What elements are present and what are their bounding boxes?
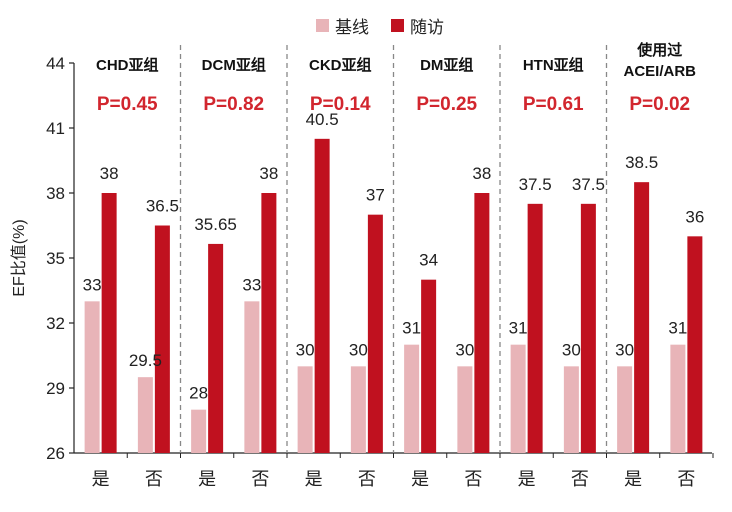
data-label-followup: 37 bbox=[366, 186, 385, 205]
x-tick-label: 是 bbox=[411, 469, 429, 489]
data-label-followup: 38 bbox=[259, 164, 278, 183]
x-tick-label: 是 bbox=[518, 469, 536, 489]
bar-followup bbox=[101, 193, 117, 453]
data-label-baseline: 33 bbox=[242, 275, 261, 294]
x-tick-label: 是 bbox=[92, 469, 110, 489]
data-label-baseline: 31 bbox=[509, 319, 528, 338]
y-tick-label: 44 bbox=[46, 54, 65, 73]
group-title: HTN亚组 bbox=[523, 56, 584, 74]
bar-baseline bbox=[404, 344, 420, 453]
data-label-followup: 36.5 bbox=[146, 197, 179, 216]
y-tick-label: 41 bbox=[46, 119, 65, 138]
x-tick-label: 否 bbox=[464, 469, 482, 489]
data-label-followup: 38 bbox=[100, 164, 119, 183]
data-label-baseline: 30 bbox=[455, 340, 474, 359]
group-title-line: 使用过 bbox=[636, 41, 682, 59]
x-tick-label: 否 bbox=[571, 469, 589, 489]
y-tick-label: 35 bbox=[46, 249, 65, 268]
bar-followup bbox=[367, 214, 383, 453]
data-label-followup: 35.65 bbox=[194, 215, 237, 234]
legend-swatch-followup bbox=[391, 19, 404, 32]
y-tick-label: 38 bbox=[46, 184, 65, 203]
bar-followup bbox=[314, 138, 330, 454]
group-title: CKD亚组 bbox=[309, 56, 372, 74]
data-label-baseline: 31 bbox=[402, 319, 421, 338]
p-value-label: P=0.25 bbox=[416, 94, 477, 115]
group-title: DM亚组 bbox=[420, 56, 473, 74]
legend: 基线 随访 bbox=[316, 18, 444, 37]
bar-baseline bbox=[137, 377, 153, 453]
group-title: DCM亚组 bbox=[202, 56, 266, 74]
p-value-label: P=0.45 bbox=[97, 94, 158, 115]
legend-label-baseline: 基线 bbox=[335, 18, 369, 37]
x-tick-label: 是 bbox=[305, 469, 323, 489]
data-label-baseline: 30 bbox=[562, 340, 581, 359]
p-value-label: P=0.14 bbox=[310, 94, 371, 115]
bar-baseline bbox=[350, 366, 366, 453]
bar-followup bbox=[474, 193, 490, 453]
bar-baseline bbox=[84, 301, 100, 453]
bar-followup bbox=[208, 243, 224, 453]
legend-label-followup: 随访 bbox=[410, 18, 444, 37]
x-tick-label: 是 bbox=[624, 469, 642, 489]
bar-followup bbox=[580, 203, 596, 453]
bar-followup bbox=[421, 279, 437, 453]
bar-baseline bbox=[563, 366, 579, 453]
bar-baseline bbox=[191, 409, 207, 453]
y-tick-label: 32 bbox=[46, 314, 65, 333]
data-label-baseline: 28 bbox=[189, 384, 208, 403]
bar-baseline bbox=[617, 366, 633, 453]
bar-baseline bbox=[457, 366, 473, 453]
plot-area: 26 29 32 35 38 41 44 CHD亚组 P=0.45 DCM亚组 P=0.82 CKD亚… bbox=[46, 41, 714, 489]
data-label-followup: 38.5 bbox=[625, 153, 658, 172]
x-tick-label: 否 bbox=[251, 469, 269, 489]
data-label-followup: 38 bbox=[472, 164, 491, 183]
y-tick-label: 29 bbox=[46, 379, 65, 398]
bar-baseline bbox=[244, 301, 260, 453]
data-label-baseline: 30 bbox=[615, 340, 634, 359]
data-label-followup: 40.5 bbox=[306, 110, 339, 129]
group-title: CHD亚组 bbox=[96, 56, 159, 74]
bar-baseline bbox=[297, 366, 313, 453]
data-label-followup: 37.5 bbox=[519, 175, 552, 194]
data-label-followup: 34 bbox=[419, 251, 438, 270]
bar-followup bbox=[634, 182, 650, 453]
x-tick-label: 否 bbox=[358, 469, 376, 489]
x-tick-label: 否 bbox=[145, 469, 163, 489]
data-label-baseline: 30 bbox=[296, 340, 315, 359]
data-label-baseline: 29.5 bbox=[129, 351, 162, 370]
group-title-line: ACEI/ARB bbox=[623, 63, 696, 80]
x-tick-label: 是 bbox=[198, 469, 216, 489]
p-value-label: P=0.82 bbox=[203, 94, 264, 115]
x-tick-label: 否 bbox=[677, 469, 695, 489]
data-label-baseline: 31 bbox=[668, 319, 687, 338]
bar-followup bbox=[527, 203, 543, 453]
bar-followup bbox=[154, 225, 170, 453]
p-value-label: P=0.61 bbox=[523, 94, 584, 115]
legend-swatch-baseline bbox=[316, 19, 329, 32]
data-label-followup: 36 bbox=[685, 207, 704, 226]
bar-followup bbox=[261, 193, 277, 453]
data-label-followup: 37.5 bbox=[572, 175, 605, 194]
bar-baseline bbox=[670, 344, 686, 453]
y-tick-label: 26 bbox=[46, 444, 65, 463]
p-value-label: P=0.02 bbox=[629, 94, 690, 115]
data-label-baseline: 33 bbox=[83, 275, 102, 294]
data-label-baseline: 30 bbox=[349, 340, 368, 359]
bar-baseline bbox=[510, 344, 526, 453]
bar-followup bbox=[687, 236, 703, 453]
y-axis-label: EF比值(%) bbox=[10, 219, 28, 296]
